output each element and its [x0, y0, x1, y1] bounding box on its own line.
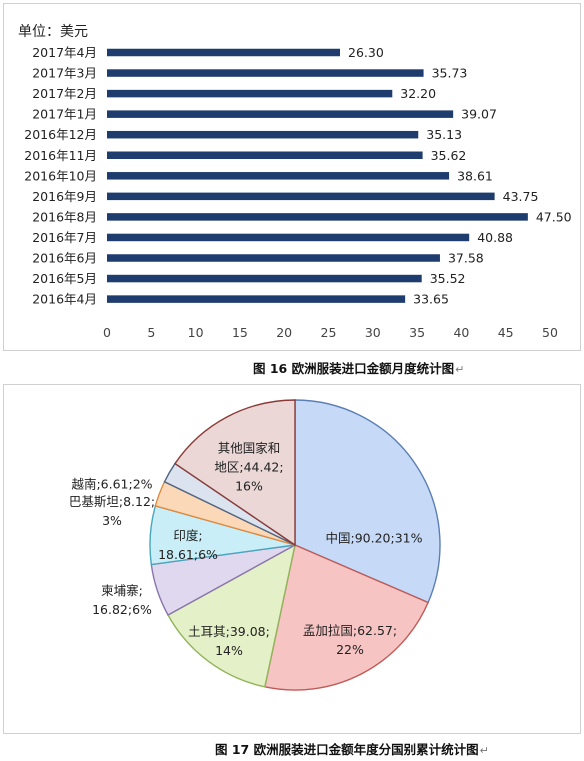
pie-chart-panel: 中国;90.20;31% 孟加拉国;62.57; 22% 土耳其;39.08; 14% 柬… [3, 384, 581, 734]
category-label: 2016年6月 [32, 251, 97, 266]
bar [107, 295, 406, 303]
bar-chart-panel: 单位：美元 2017年4月 26.30 2017年3月 35.73 2017年2月 32.2… [3, 3, 581, 351]
x-tick-label: 30 [365, 325, 381, 340]
bar [107, 233, 470, 242]
bar-chart: 单位：美元 2017年4月 26.30 2017年3月 35.73 2017年2月 32.2… [18, 24, 572, 340]
pie-slice [167, 543, 297, 688]
x-tick-label: 40 [453, 325, 469, 340]
value-label: 40.88 [477, 230, 513, 245]
category-label: 2016年5月 [32, 271, 97, 286]
unit-label: 单位：美元 [18, 24, 88, 40]
value-label: 32.20 [400, 86, 436, 101]
slice-label: 地区;44.42; [214, 460, 283, 475]
category-label: 2016年8月 [32, 209, 97, 224]
bar [107, 274, 422, 283]
category-label: 2016年4月 [32, 292, 97, 307]
bar [107, 254, 440, 262]
bar [107, 192, 495, 201]
pie-slice [174, 399, 296, 547]
value-label: 26.30 [348, 45, 384, 60]
x-tick-label: 45 [498, 325, 514, 340]
slice-label: 22% [336, 642, 364, 657]
pie-chart: 中国;90.20;31% 孟加拉国;62.57; 22% 土耳其;39.08; 14% 柬… [69, 399, 441, 691]
bar [107, 130, 419, 139]
value-label: 35.52 [430, 271, 466, 286]
x-tick-label: 0 [103, 325, 111, 340]
bar [107, 151, 423, 159]
x-tick-label: 25 [321, 325, 337, 340]
bar [107, 110, 454, 118]
category-label: 2016年12月 [24, 127, 97, 142]
slice-label: 越南;6.61;2% [71, 477, 152, 492]
bar [107, 69, 424, 77]
slice-label: 其他国家和 [218, 441, 281, 456]
slice-label: 18.61;6% [158, 547, 218, 562]
category-label: 2017年2月 [32, 86, 97, 101]
category-label: 2016年9月 [32, 189, 97, 204]
x-tick-label: 35 [409, 325, 425, 340]
slice-label: 中国;90.20;31% [326, 531, 423, 546]
figure-16-caption: 图 16 欧洲服装进口金额月度统计图↵ [253, 361, 465, 376]
x-tick-label: 10 [188, 325, 204, 340]
figure-17-caption: 图 17 欧洲服装进口金额年度分国别累计统计图↵ [215, 742, 489, 757]
value-label: 35.13 [426, 127, 462, 142]
value-label: 37.58 [448, 251, 484, 266]
slice-label: 巴基斯坦;8.12; [69, 494, 155, 509]
category-label: 2016年10月 [24, 168, 97, 183]
slice-label: 印度; [173, 528, 202, 543]
slice-label: 16.82;6% [92, 602, 152, 617]
slice-label: 柬埔寨; [101, 583, 143, 598]
bar [107, 89, 393, 98]
x-tick-label: 5 [147, 325, 155, 340]
slice-label: 16% [235, 479, 263, 494]
category-label: 2016年7月 [32, 230, 97, 245]
value-label: 47.50 [536, 209, 572, 224]
value-label: 43.75 [503, 189, 539, 204]
category-label: 2016年11月 [24, 148, 97, 163]
bar [107, 213, 528, 221]
category-label: 2017年4月 [32, 45, 97, 60]
slice-label: 土耳其;39.08; [188, 624, 270, 639]
x-tick-label: 20 [276, 325, 292, 340]
category-label: 2017年1月 [32, 107, 97, 122]
bar [107, 172, 450, 180]
slice-label: 3% [102, 513, 122, 528]
pie-slice [294, 399, 441, 604]
value-label: 33.65 [413, 292, 449, 307]
pie-slice [263, 544, 430, 691]
category-label: 2017年3月 [32, 66, 97, 81]
x-tick-label: 15 [232, 325, 248, 340]
slice-label: 孟加拉国;62.57; [303, 623, 397, 638]
value-label: 35.73 [432, 66, 468, 81]
bar [107, 48, 341, 57]
slice-label: 14% [215, 643, 243, 658]
value-label: 38.61 [457, 168, 493, 183]
value-label: 39.07 [461, 107, 497, 122]
value-label: 35.62 [431, 148, 467, 163]
x-tick-label: 50 [542, 325, 558, 340]
